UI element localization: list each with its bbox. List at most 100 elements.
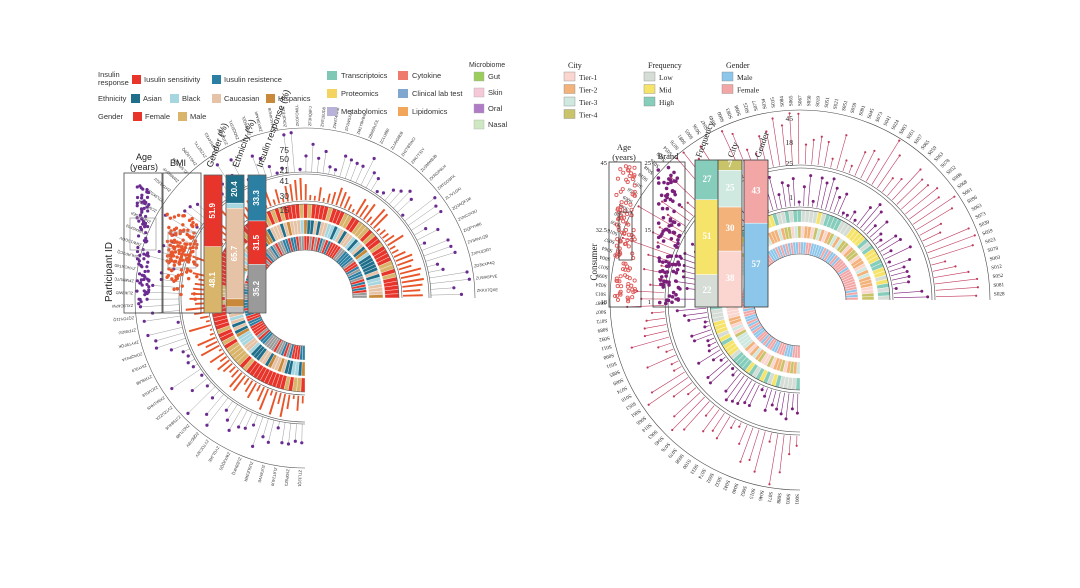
consumer-id: S013 (595, 290, 606, 296)
participant-id: ZQ8D78V (185, 431, 200, 448)
brand-dot (709, 381, 712, 384)
brand-dot (658, 270, 662, 274)
brand-dot (659, 278, 663, 282)
consumer-id: S012 (991, 264, 1003, 272)
age-dot (796, 445, 798, 447)
participant-id: ZIHY0L9 (130, 363, 147, 374)
ring-segment (304, 204, 308, 218)
age-line (645, 331, 668, 336)
age-dot (140, 201, 143, 204)
brand-dot (665, 207, 669, 211)
age-dot (944, 260, 946, 262)
legend-item: High (659, 98, 674, 107)
legend-swatch (644, 85, 655, 94)
consumer-id: S060 (716, 110, 726, 123)
legend-swatch (474, 88, 484, 97)
consumer-id: S067 (797, 95, 803, 106)
legend-group-title: City (568, 61, 582, 70)
brand-dot (676, 309, 679, 312)
age-dot (622, 171, 625, 174)
brand-dot (676, 238, 680, 242)
age-dot (211, 396, 214, 399)
bmi-dot (184, 253, 187, 256)
ring-segment (301, 378, 305, 392)
age-dot (624, 165, 627, 168)
brand-dot (888, 261, 891, 264)
brand-dot (664, 274, 668, 278)
brand-dot (874, 224, 877, 227)
brand-dot (676, 260, 680, 264)
brand-dot (656, 168, 660, 172)
age-dot (177, 321, 180, 324)
brand-dot (725, 398, 728, 401)
brand-dot (787, 184, 790, 187)
age-dot (633, 279, 636, 282)
bmi-dot (183, 242, 186, 245)
age-line (229, 407, 242, 430)
age-line (928, 235, 975, 252)
age-dot (160, 278, 163, 281)
brand-dot (668, 294, 672, 298)
legend-item: Female (145, 112, 170, 121)
age-dot (300, 441, 303, 444)
legend-item: Male (737, 73, 753, 82)
age-dot (673, 395, 675, 397)
age-dot (622, 237, 624, 239)
age-dot (143, 293, 146, 296)
age-dot (145, 298, 148, 301)
brand-dot (657, 176, 661, 180)
age-dot (138, 184, 141, 187)
bmi-dot (192, 242, 195, 245)
participant-id: ZVNC2X3U (457, 208, 478, 222)
brand-dot (665, 228, 669, 232)
age-line (312, 144, 313, 172)
age-dot (136, 204, 139, 207)
participant-id: ZJCUD18 (141, 385, 159, 399)
brand-dot (691, 243, 694, 246)
bmi-dot (167, 261, 170, 264)
bmi-bar-line (385, 236, 394, 242)
age-dot (615, 193, 618, 196)
bmi-bar-line (278, 393, 281, 404)
brand-dot (895, 287, 898, 290)
age-dot (828, 141, 830, 143)
age-dot (899, 154, 901, 156)
consumer-id: S019 (815, 96, 822, 108)
brand-dot (657, 181, 661, 185)
age-dot (144, 231, 147, 234)
bmi-dot (188, 242, 191, 245)
age-line (717, 417, 730, 439)
age-dot (304, 154, 307, 157)
bmi-bar-line (189, 325, 211, 331)
brand-line (864, 212, 882, 231)
brand-dot (826, 181, 829, 184)
consumer-id: S098 (734, 104, 743, 116)
brand-dot (704, 321, 707, 324)
age-dot (768, 483, 770, 485)
brand-line (878, 236, 896, 248)
brand-line (891, 272, 907, 276)
bmi-bar-line (367, 217, 371, 222)
consumer-id: S085 (608, 368, 620, 378)
participant-id: ZTFI9IGU (118, 328, 136, 336)
age-line (245, 413, 252, 429)
ring-segment (796, 378, 800, 390)
participant-id: ZLU0G6EB (389, 130, 404, 150)
age-line (909, 197, 938, 219)
age-line (408, 206, 436, 226)
brand-dot (771, 403, 774, 406)
participant-id: ZWXJQQS (218, 451, 231, 471)
age-dot (423, 241, 426, 244)
age-line (877, 156, 899, 189)
age-dot (140, 207, 143, 210)
age-dot (974, 234, 976, 236)
brand-line (867, 226, 875, 234)
legend-item: Tier-1 (579, 73, 598, 82)
participant-id: ZOAQP41A (121, 351, 143, 363)
age-dot (628, 174, 631, 177)
age-dot (261, 435, 264, 438)
age-line (397, 199, 411, 212)
consumer-id: S031 (605, 360, 617, 369)
age-dot (730, 427, 732, 429)
